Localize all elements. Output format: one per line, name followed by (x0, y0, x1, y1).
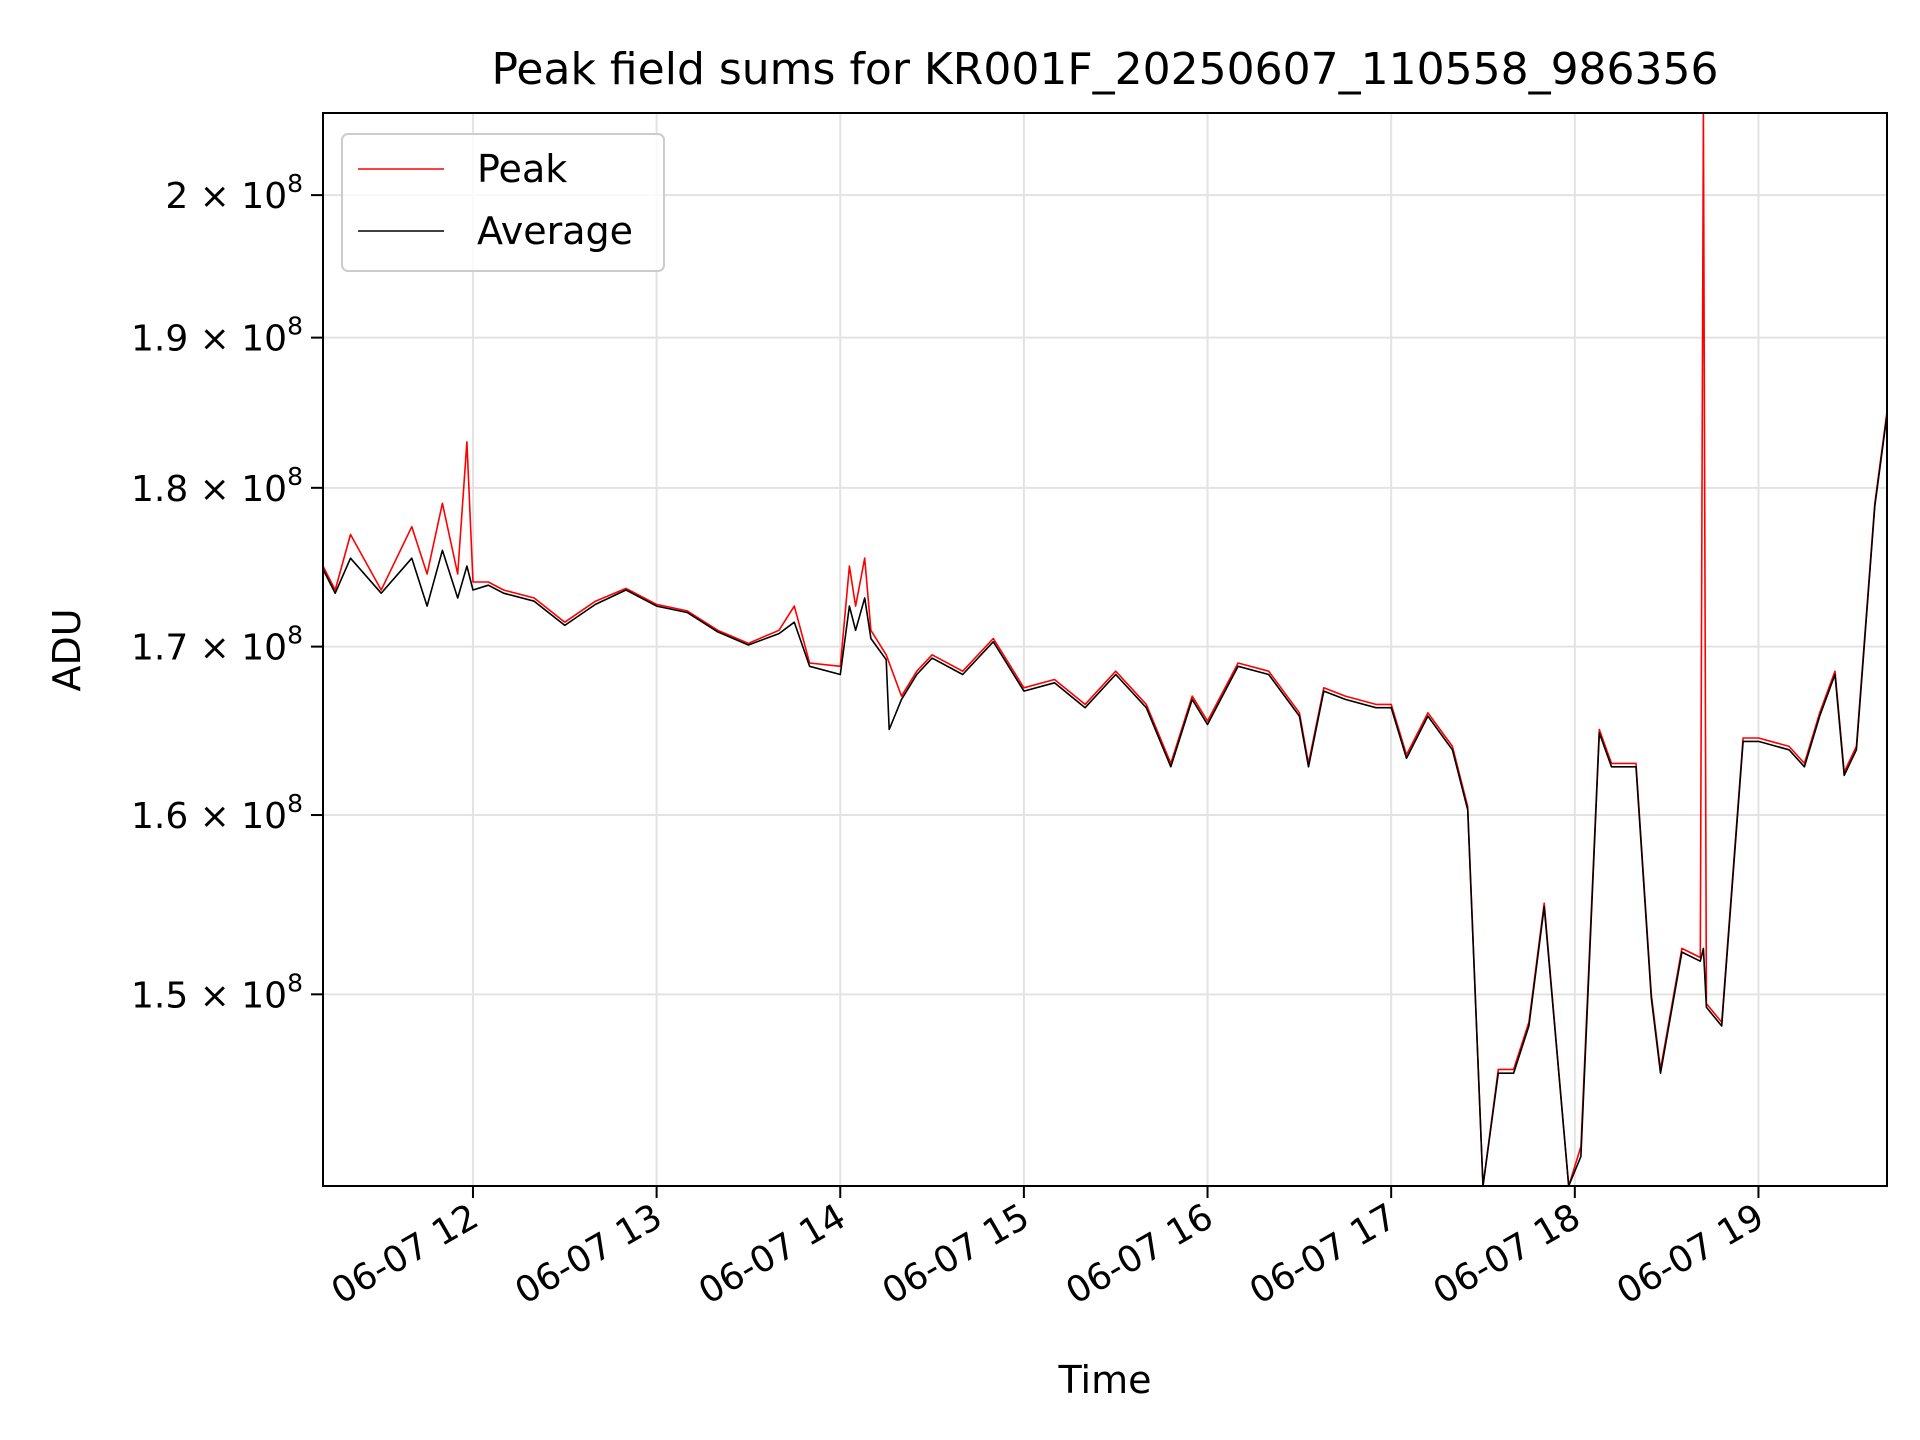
y-tick-label: 2 × 108 (165, 169, 303, 217)
legend-label-average: Average (477, 209, 633, 253)
y-tick-label: 1.7 × 108 (131, 621, 303, 669)
y-tick-label: 1.5 × 108 (131, 968, 303, 1016)
y-tick-label: 1.8 × 108 (131, 462, 303, 510)
y-tick-label: 1.9 × 108 (131, 312, 303, 360)
plot-frame (322, 112, 1888, 1187)
chart-title: Peak field sums for KR001F_20250607_1105… (491, 44, 1718, 95)
series-line-peak (322, 112, 1888, 1187)
legend-label-peak: Peak (477, 147, 567, 191)
y-axis-label: ADU (45, 608, 89, 691)
x-axis-label: Time (1058, 1358, 1152, 1402)
legend: Peak Average (341, 133, 665, 272)
grid-lines (323, 113, 1887, 1186)
series-layer (322, 112, 1888, 1187)
series-line-average (322, 414, 1888, 1187)
y-axis-ticks: 1.5 × 108 1.6 × 108 1.7 × 108 1.8 × 108 1.9 … (131, 169, 323, 1016)
y-tick-label: 1.6 × 108 (131, 789, 303, 837)
